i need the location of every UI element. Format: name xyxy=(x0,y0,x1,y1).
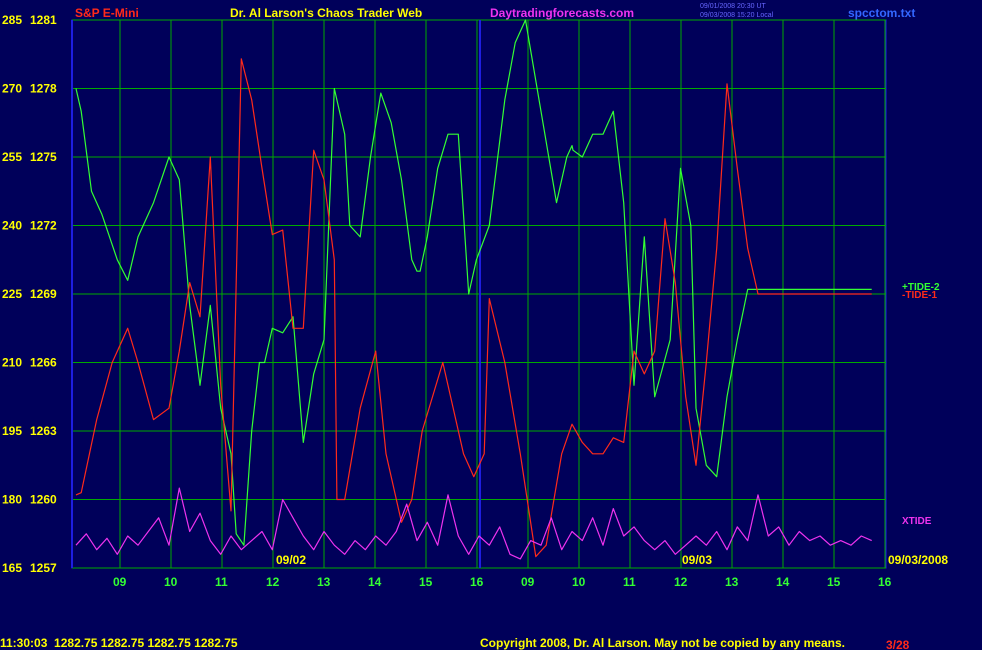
x-tick-label: 09 xyxy=(113,575,127,589)
y-tick-right: 1269 xyxy=(30,287,57,301)
y-tick-right: 1278 xyxy=(30,82,57,96)
x-tick-label: 11 xyxy=(623,575,636,589)
x-tick-label: 12 xyxy=(266,575,280,589)
y-tick-right: 1257 xyxy=(30,561,57,575)
x-tick-label: 14 xyxy=(776,575,790,589)
y-tick-left: 270 xyxy=(2,82,22,96)
timestamp-line-2: 09/03/2008 15:20 Local xyxy=(700,12,774,19)
x-tick-label: 13 xyxy=(317,575,331,589)
x-tick-label: 16 xyxy=(878,575,892,589)
x-tick-label: 11 xyxy=(215,575,228,589)
series-line-xtide xyxy=(75,487,872,560)
y-tick-left: 195 xyxy=(2,424,22,438)
x-tick-label: 13 xyxy=(725,575,739,589)
y-tick-right: 1266 xyxy=(30,356,57,370)
y-tick-right: 1260 xyxy=(30,493,57,507)
legend-xtide: XTIDE xyxy=(902,516,932,527)
y-tick-left: 240 xyxy=(2,219,22,233)
date-label-full: 09/03/2008 xyxy=(888,553,948,567)
x-tick-label: 10 xyxy=(164,575,178,589)
chart-title: Dr. Al Larson's Chaos Trader Web xyxy=(230,6,422,20)
instrument-label: S&P E-Mini xyxy=(75,6,139,20)
y-tick-left: 210 xyxy=(2,356,22,370)
data-file-label: spcctom.txt xyxy=(848,6,915,20)
legend-tide1: -TIDE-1 xyxy=(902,290,937,301)
series-line-tide1 xyxy=(75,58,872,558)
y-tick-right: 1281 xyxy=(30,13,57,27)
x-tick-label: 16 xyxy=(470,575,484,589)
x-tick-label: 12 xyxy=(674,575,688,589)
y-axis-labels: 285 1281 270 1278 255 1275 240 1272 225 1269 210 12… xyxy=(2,13,57,575)
series-line-tide2 xyxy=(75,19,872,546)
x-tick-label: 15 xyxy=(827,575,841,589)
legend-tide2: +TIDE-2 xyxy=(902,282,940,293)
x-tick-label: 15 xyxy=(419,575,433,589)
y-tick-left: 255 xyxy=(2,150,22,164)
footer-marker: 3/28 xyxy=(886,638,910,650)
y-tick-left: 285 xyxy=(2,13,22,27)
y-tick-right: 1272 xyxy=(30,219,57,233)
x-tick-label: 14 xyxy=(368,575,382,589)
date-label-0902: 09/02 xyxy=(276,553,306,567)
series-lines xyxy=(75,19,872,560)
quote-line: 11:30:03 1282.75 1282.75 1282.75 1282.75 xyxy=(0,636,238,650)
y-tick-right: 1275 xyxy=(30,150,57,164)
copyright-notice: Copyright 2008, Dr. Al Larson. May not b… xyxy=(480,636,845,650)
y-tick-left: 165 xyxy=(2,561,22,575)
x-tick-label: 10 xyxy=(572,575,586,589)
x-axis-labels: 09 10 11 12 13 14 15 16 09 10 11 12 13 14 15 16 xyxy=(113,575,892,589)
y-tick-left: 225 xyxy=(2,287,22,301)
site-label: Daytradingforecasts.com xyxy=(490,6,634,20)
y-tick-left: 180 xyxy=(2,493,22,507)
x-tick-label: 09 xyxy=(521,575,535,589)
date-label-0903: 09/03 xyxy=(682,553,712,567)
timestamp-line-1: 09/01/2008 20:30 UT xyxy=(700,3,766,10)
y-tick-right: 1263 xyxy=(30,424,57,438)
